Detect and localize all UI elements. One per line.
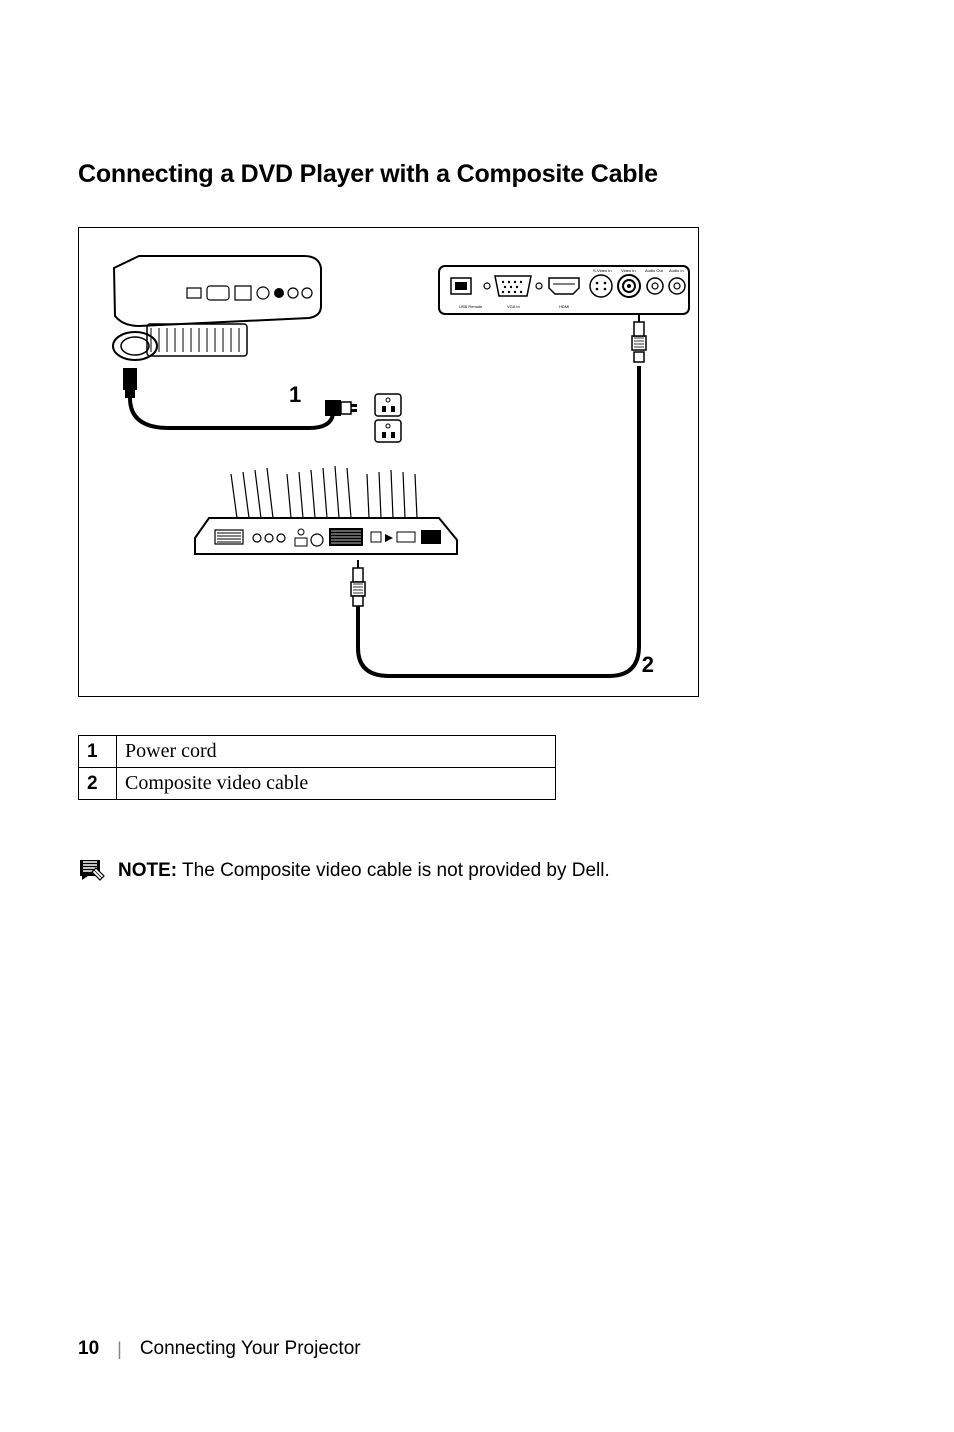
footer-page-number: 10 xyxy=(78,1338,99,1360)
svg-text:USB Remote: USB Remote xyxy=(459,304,483,309)
footer-separator: | xyxy=(117,1339,122,1360)
projector-icon xyxy=(113,256,321,360)
svg-text:Audio In: Audio In xyxy=(669,268,684,273)
legend-desc: Composite video cable xyxy=(117,768,556,800)
table-row: 2 Composite video cable xyxy=(79,768,556,800)
callout-2: 2 xyxy=(642,652,654,678)
note-body: The Composite video cable is not provide… xyxy=(177,860,610,881)
composite-cable-icon xyxy=(351,314,646,676)
note-block: NOTE: The Composite video cable is not p… xyxy=(78,858,876,885)
legend-num: 2 xyxy=(79,768,117,800)
note-icon xyxy=(78,858,106,882)
note-text: NOTE: The Composite video cable is not p… xyxy=(118,858,610,885)
dvd-player-icon xyxy=(195,466,457,554)
svg-text:VGA In: VGA In xyxy=(507,304,520,309)
legend-num: 1 xyxy=(79,736,117,768)
footer-section-title: Connecting Your Projector xyxy=(140,1338,361,1360)
callout-1: 1 xyxy=(289,382,301,408)
svg-text:S-Video In: S-Video In xyxy=(593,268,612,273)
note-label: NOTE: xyxy=(118,860,177,881)
svg-text:Video In: Video In xyxy=(621,268,636,273)
svg-text:Audio Out: Audio Out xyxy=(645,268,664,273)
rear-panel-icon: USB Remote VGA In HDMI S-Video In Video … xyxy=(439,266,689,314)
power-cord-icon xyxy=(123,368,401,442)
section-heading: Connecting a DVD Player with a Composite… xyxy=(78,160,876,189)
svg-text:HDMI: HDMI xyxy=(559,304,569,309)
legend-desc: Power cord xyxy=(117,736,556,768)
table-row: 1 Power cord xyxy=(79,736,556,768)
page-footer: 10 | Connecting Your Projector xyxy=(78,1338,361,1360)
connection-diagram: USB Remote VGA In HDMI S-Video In Video … xyxy=(78,227,699,697)
legend-table: 1 Power cord 2 Composite video cable xyxy=(78,735,556,800)
